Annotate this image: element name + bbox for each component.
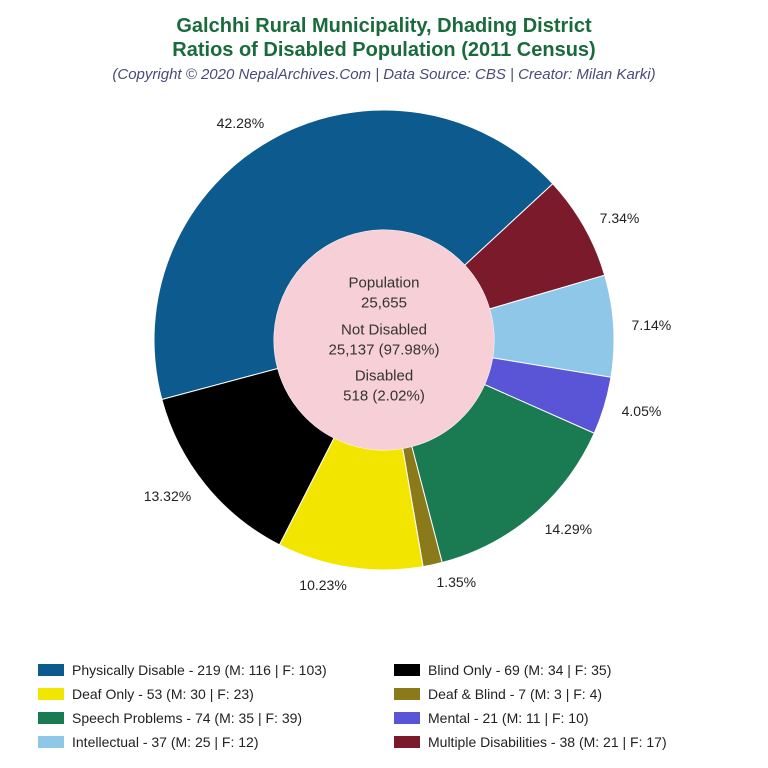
legend-text: Mental - 21 (M: 11 | F: 10) [428,710,589,726]
legend-swatch [38,736,64,748]
slice-label-deaf_only: 10.23% [299,577,346,593]
legend-swatch [38,664,64,676]
legend-item: Intellectual - 37 (M: 25 | F: 12) [38,734,374,750]
slice-label-deaf_blind: 1.35% [436,574,476,590]
legend-text: Deaf & Blind - 7 (M: 3 | F: 4) [428,686,602,702]
legend-item: Blind Only - 69 (M: 34 | F: 35) [394,662,730,678]
population-value: 25,655 [284,294,484,314]
slice-label-mental: 4.05% [622,403,662,419]
slice-label-blind_only: 13.32% [144,488,191,504]
title-line-1: Galchhi Rural Municipality, Dhading Dist… [0,14,768,38]
not-disabled-label: Not Disabled [284,320,484,340]
legend-item: Deaf & Blind - 7 (M: 3 | F: 4) [394,686,730,702]
legend-swatch [394,688,420,700]
legend-text: Speech Problems - 74 (M: 35 | F: 39) [72,710,302,726]
population-label: Population [284,273,484,293]
legend-text: Multiple Disabilities - 38 (M: 21 | F: 1… [428,734,667,750]
legend-swatch [394,664,420,676]
chart-subtitle: (Copyright © 2020 NepalArchives.Com | Da… [0,66,768,83]
legend-text: Blind Only - 69 (M: 34 | F: 35) [428,662,611,678]
legend-swatch [38,688,64,700]
disabled-value: 518 (2.02%) [284,387,484,407]
legend-swatch [394,712,420,724]
legend-swatch [38,712,64,724]
slice-label-multiple_disabilities: 7.34% [600,210,640,226]
legend-item: Physically Disable - 219 (M: 116 | F: 10… [38,662,374,678]
disabled-label: Disabled [284,366,484,386]
legend-text: Intellectual - 37 (M: 25 | F: 12) [72,734,259,750]
legend-swatch [394,736,420,748]
title-line-2: Ratios of Disabled Population (2011 Cens… [0,38,768,62]
donut-chart: Population 25,655 Not Disabled 25,137 (9… [134,90,634,590]
legend: Physically Disable - 219 (M: 116 | F: 10… [38,662,730,750]
legend-item: Mental - 21 (M: 11 | F: 10) [394,710,730,726]
slice-label-physically_disable: 42.28% [217,115,264,131]
legend-text: Deaf Only - 53 (M: 30 | F: 23) [72,686,254,702]
not-disabled-value: 25,137 (97.98%) [284,340,484,360]
legend-item: Deaf Only - 53 (M: 30 | F: 23) [38,686,374,702]
legend-text: Physically Disable - 219 (M: 116 | F: 10… [72,662,327,678]
center-info: Population 25,655 Not Disabled 25,137 (9… [284,267,484,413]
slice-label-speech_problems: 14.29% [545,521,592,537]
slice-label-intellectual: 7.14% [632,317,672,333]
legend-item: Speech Problems - 74 (M: 35 | F: 39) [38,710,374,726]
chart-title: Galchhi Rural Municipality, Dhading Dist… [0,0,768,62]
legend-item: Multiple Disabilities - 38 (M: 21 | F: 1… [394,734,730,750]
